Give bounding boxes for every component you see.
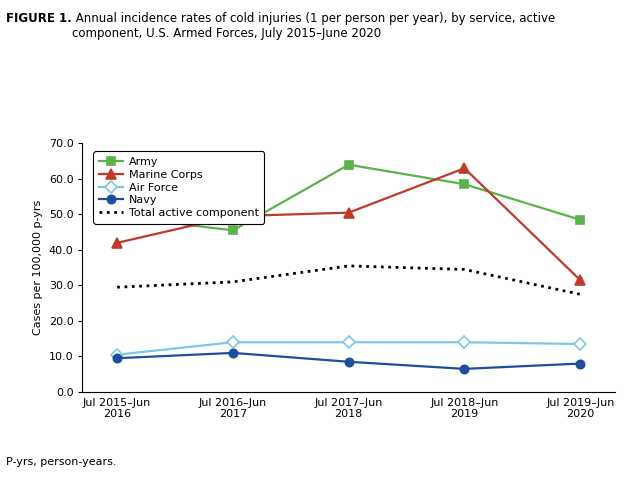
Army [229, 228, 236, 233]
Army [461, 181, 469, 187]
Marine Corps [345, 210, 353, 216]
Line: Navy: Navy [113, 349, 585, 373]
Air Force [345, 339, 353, 345]
Navy [461, 366, 469, 372]
Total active component [113, 284, 121, 290]
Air Force [576, 341, 584, 347]
Line: Marine Corps: Marine Corps [112, 163, 585, 285]
Navy [345, 359, 353, 365]
Army [113, 213, 121, 219]
Air Force [461, 339, 469, 345]
Navy [113, 355, 121, 361]
Total active component [229, 279, 236, 285]
Y-axis label: Cases per 100,000 p-yrs: Cases per 100,000 p-yrs [33, 200, 43, 335]
Army [576, 217, 584, 223]
Marine Corps [229, 213, 236, 219]
Total active component [576, 292, 584, 297]
Line: Air Force: Air Force [113, 338, 585, 359]
Text: P-yrs, person-years.: P-yrs, person-years. [6, 457, 117, 467]
Marine Corps [461, 165, 469, 171]
Line: Total active component: Total active component [117, 266, 580, 294]
Navy [229, 350, 236, 356]
Air Force [229, 339, 236, 345]
Army [345, 162, 353, 168]
Text: FIGURE 1.: FIGURE 1. [6, 12, 72, 25]
Total active component [345, 263, 353, 269]
Navy [576, 361, 584, 367]
Line: Army: Army [113, 161, 585, 235]
Air Force [113, 352, 121, 358]
Marine Corps [576, 277, 584, 283]
Legend: Army, Marine Corps, Air Force, Navy, Total active component: Army, Marine Corps, Air Force, Navy, Tot… [93, 152, 264, 224]
Text: Annual incidence rates of cold injuries (1 per person per year), by service, act: Annual incidence rates of cold injuries … [72, 12, 555, 40]
Marine Corps [113, 240, 121, 246]
Total active component [461, 267, 469, 272]
